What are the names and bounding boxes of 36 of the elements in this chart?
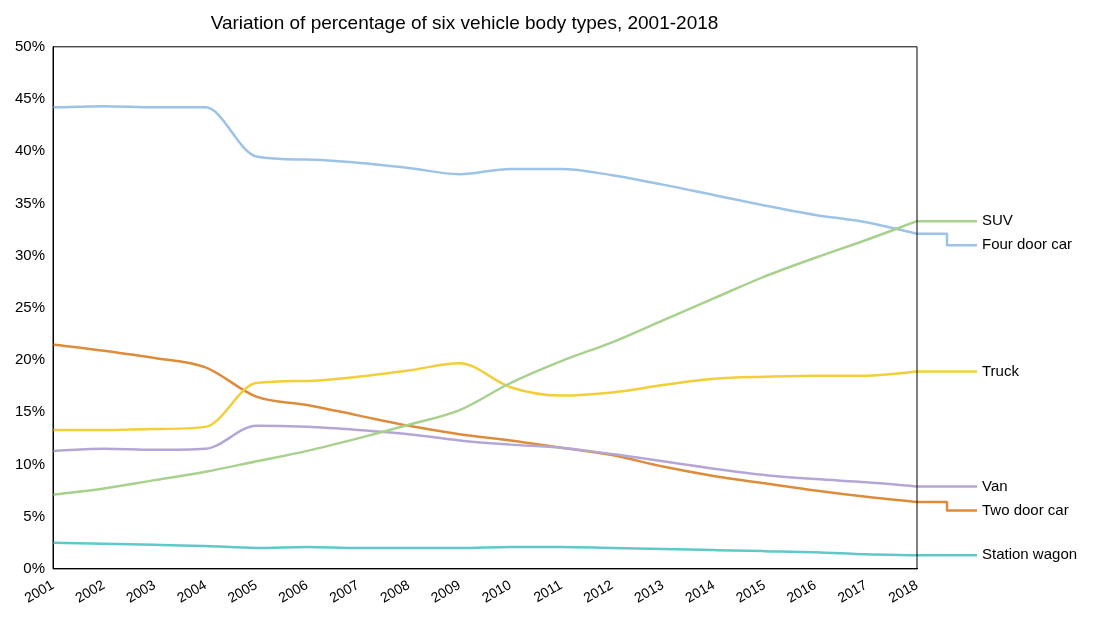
x-tick-label: 2011	[530, 576, 565, 606]
chart-title: Variation of percentage of six vehicle body types, 2001-2018	[210, 11, 719, 33]
x-tick-label: 2003	[123, 576, 159, 606]
x-tick-label: 2004	[173, 576, 210, 606]
x-tick-label: 2009	[428, 576, 464, 606]
y-tick-label: 20%	[14, 350, 46, 368]
legend-label: SUV	[982, 211, 1013, 229]
x-tick-label: 2016	[783, 576, 819, 606]
y-tick-label: 45%	[14, 89, 46, 107]
legend-label: Truck	[982, 361, 1020, 379]
x-tick-label: 2006	[275, 576, 311, 606]
y-tick-label: 30%	[14, 245, 46, 263]
x-tick-label: 2015	[733, 576, 769, 606]
x-tick-label: 2008	[377, 576, 413, 606]
legend-label: Four door car	[982, 235, 1073, 253]
y-tick-label: 0%	[23, 559, 46, 577]
y-tick-label: 25%	[14, 297, 46, 315]
x-tick-label: 2010	[478, 576, 515, 606]
x-tick-label: 2007	[326, 576, 362, 606]
legend-label: Van	[982, 476, 1008, 494]
y-tick-label: 50%	[14, 36, 46, 54]
y-tick-label: 40%	[14, 141, 46, 159]
x-tick-label: 2014	[682, 576, 718, 606]
y-tick-label: 5%	[23, 506, 46, 524]
x-tick-label: 2012	[580, 576, 616, 606]
x-tick-label: 2017	[834, 576, 870, 606]
legend-label: Station wagon	[982, 545, 1078, 563]
y-tick-label: 35%	[14, 193, 46, 211]
y-tick-label: 15%	[14, 402, 46, 420]
x-tick-label: 2002	[72, 576, 108, 606]
legend-label: Two door car	[982, 500, 1069, 518]
x-tick-label: 2018	[885, 576, 921, 606]
y-tick-label: 10%	[14, 454, 46, 472]
x-tick-label: 2005	[224, 576, 260, 606]
x-tick-label: 2001	[21, 576, 57, 606]
x-tick-label: 2013	[631, 576, 667, 606]
